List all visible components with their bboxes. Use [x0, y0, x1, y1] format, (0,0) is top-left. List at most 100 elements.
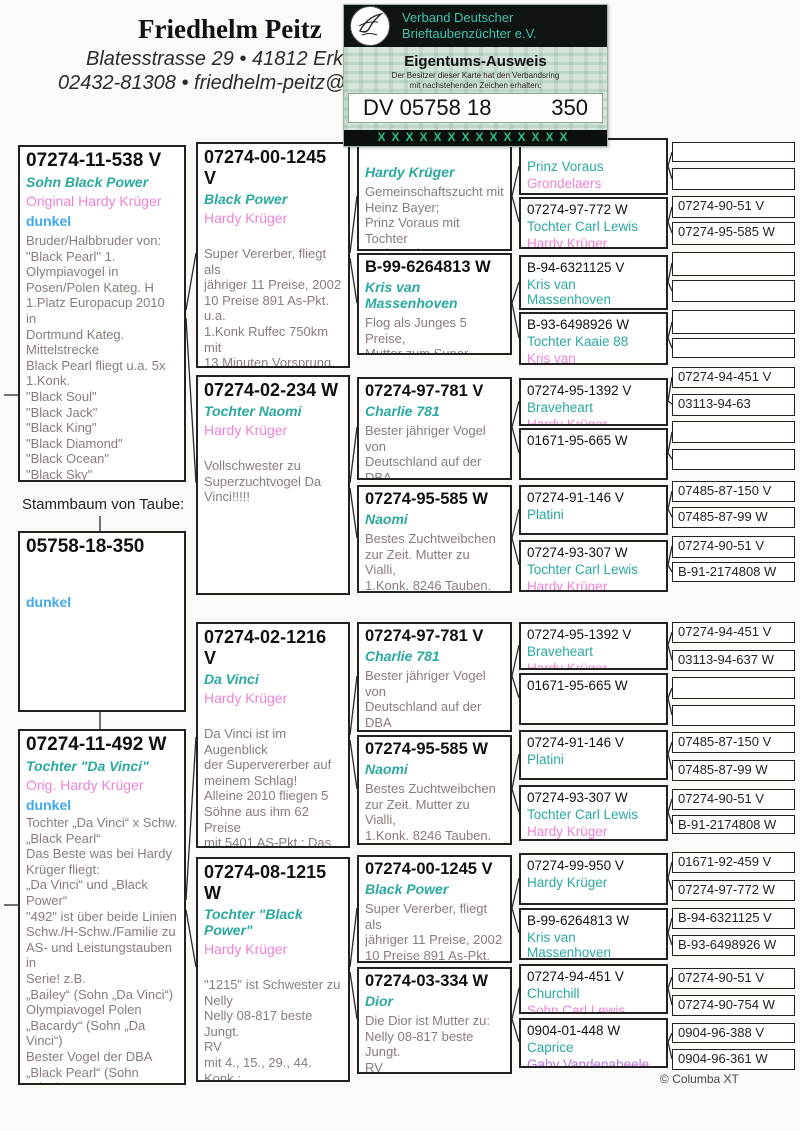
ring-number: 07274-95-1392 V	[527, 627, 632, 642]
pigeon-name: Tochter Carl Lewis	[527, 807, 639, 822]
owner-name: Friedhelm Peitz	[138, 14, 322, 44]
software-credit: © Columba XT	[660, 1072, 739, 1086]
pedigree-box-great-grandparent: 07274-03-334 W Dior Die Dior ist Mutter …	[357, 967, 512, 1074]
notes-text: Tochter „Da Vinci“ x Schw. „Black Pearl“…	[26, 815, 178, 1083]
pigeon-name: Platini	[527, 507, 564, 522]
pigeon-name: Kris van Massenhoven	[365, 279, 458, 311]
badge-org-line2: Brieftaubenzüchter e.V.	[402, 26, 537, 41]
ring-box: 07274-95-585 W	[672, 222, 795, 245]
breeder-name: Gaby Vandenabeele	[527, 1057, 650, 1068]
notes-text: Da Vinci ist im Augenblick der Supervere…	[204, 726, 332, 848]
ring-number: 07274-02-234 W	[204, 380, 339, 400]
notes-text: Super Vererber, fliegt als jähriger 11 P…	[204, 246, 342, 368]
pedigree-box-gg-grandparent: B-94-6321125 V Kris van Massenhoven	[519, 255, 668, 310]
badge-title: Eigentums-Ausweis	[404, 53, 547, 70]
pedigree-box-father: 07274-11-538 V Sohn Black Power Original…	[18, 145, 186, 482]
notes-text: Bruder/Halbbruder von: "Black Pearl" 1. …	[26, 233, 166, 482]
pedigree-box-gg-grandparent: Prinz Voraus Grondelaers	[519, 138, 668, 195]
ring-box	[672, 677, 795, 699]
pedigree-box-gg-grandparent: 07274-94-451 V Churchill Sohn Carl Lewis	[519, 964, 668, 1014]
pigeon-name: Tochter Naomi	[204, 403, 302, 419]
ring-number: 07274-11-492 W	[26, 734, 167, 755]
pedigree-box-great-grandparent: 07274-97-781 V Charlie 781 Bester jährig…	[357, 377, 512, 480]
breeder-name: Hardy Krüger	[527, 236, 608, 249]
ring-box: 07274-97-772 W	[672, 880, 795, 901]
ring-number: 07274-97-781 V	[365, 627, 484, 645]
pigeon-name: Hardy Krüger	[365, 164, 455, 180]
ring-number: 07274-97-781 V	[365, 382, 484, 400]
notes-text: Vollschwester zu Superzuchtvogel Da Vinc…	[204, 458, 322, 505]
ring-number: B-93-6498926 W	[527, 317, 630, 332]
pedigree-box-gg-grandparent: B-93-6498926 W Tochter Kaaie 88 Kris van…	[519, 312, 668, 365]
owner-address: Blatesstrasse 29 • 41812 Erkelenz	[86, 48, 344, 70]
pigeon-name: Kris van Massenhoven	[527, 930, 612, 960]
owner-contact: 02432-81308 • friedhelm-peitz@t-onlin	[58, 72, 344, 94]
pigeon-name: Naomi	[365, 511, 408, 527]
ring-box: 07274-90-754 W	[672, 995, 795, 1016]
ring-box: 0904-96-388 V	[672, 1023, 795, 1043]
breeder-name: Orig. Hardy Krüger	[26, 777, 144, 793]
ring-box: 07485-87-150 V	[672, 481, 795, 502]
pigeon-name: Black Power	[365, 881, 449, 897]
badge-subtitle-line2: mit nachstehenden Zeichen erhalten:	[409, 80, 542, 90]
pedigree-box-gg-grandparent: B-99-6264813 W Kris van Massenhoven	[519, 908, 668, 960]
pigeon-name: Tochter Carl Lewis	[527, 562, 639, 577]
badge-pattern-band: XXXXXXXXXXXXXX	[344, 130, 607, 146]
ring-box	[672, 705, 795, 726]
pigeon-name: Dior	[365, 993, 393, 1009]
ring-box	[672, 310, 795, 334]
ring-number: 07274-02-1216 V	[204, 627, 327, 668]
pedigree-box-gg-grandparent: 07274-91-146 V Platini	[519, 485, 668, 535]
ring-number: B-99-6264813 W	[365, 258, 491, 276]
color-label: dunkel	[26, 797, 72, 813]
ring-number: 07274-97-772 W	[527, 202, 628, 217]
ring-number: 07274-95-585 W	[365, 740, 488, 758]
breeder-name: Hardy Krüger	[527, 579, 608, 592]
notes-text: Flog als Junges 5 Preise, Mutter zum Sup…	[365, 315, 473, 355]
pedigree-box-grandparent: 07274-02-234 W Tochter Naomi Hardy Krüge…	[196, 375, 350, 595]
pedigree-box-gg-grandparent: 07274-93-307 W Tochter Carl Lewis Hardy …	[519, 540, 668, 592]
ring-number: 07274-95-585 W	[365, 490, 488, 508]
pedigree-box-mother: 07274-11-492 W Tochter "Da Vinci" Orig. …	[18, 729, 186, 1085]
ring-number: 07274-08-1215 W	[204, 862, 327, 903]
breeder-name: Grondelaers	[527, 176, 602, 191]
ring-box: B-93-6498926 W	[672, 935, 795, 956]
pedigree-box-grandparent: 07274-02-1216 V Da Vinci Hardy Krüger Da…	[196, 622, 350, 848]
ring-box: 03113-94-637 W	[672, 650, 795, 671]
pigeon-name: Charlie 781	[365, 648, 440, 664]
ring-box	[672, 280, 795, 302]
pigeon-name: Braveheart	[527, 400, 594, 415]
ring-box: 07274-94-451 V	[672, 367, 795, 388]
pigeon-name: Platini	[527, 752, 564, 767]
pedigree-box-great-grandparent: B-99-6264813 W Kris van Massenhoven Flog…	[357, 253, 512, 355]
ring-number: 07274-91-146 V	[527, 490, 624, 505]
pigeon-name: Prinz Voraus	[527, 159, 604, 174]
ring-box: 07485-87-150 V	[672, 732, 795, 753]
ring-number: 0904-01-448 W	[527, 1023, 621, 1038]
ring-box	[672, 252, 795, 276]
badge-ring-number: DV 05758 18 350	[348, 93, 603, 123]
ring-number: 07274-94-451 V	[527, 969, 624, 984]
pigeon-name: Tochter Kaaie 88	[527, 334, 629, 349]
color-label: dunkel	[26, 594, 72, 610]
pedigree-box-gg-grandparent: 07274-99-950 V Hardy Krüger	[519, 853, 668, 905]
pedigree-box-great-grandparent: 07274-95-585 W Naomi Bestes Zuchtweibche…	[357, 735, 512, 845]
notes-text: Bester jähriger Vogel von Deutschland au…	[365, 423, 486, 480]
badge-ring-right: 350	[551, 95, 588, 120]
ring-number: 07274-91-146 V	[527, 735, 624, 750]
notes-text: Gemeinschaftszucht mit Heinz Bayer; Prin…	[365, 184, 504, 249]
pedigree-box-gg-grandparent: 01671-95-665 W	[519, 673, 668, 725]
ring-box: B-91-2174808 W	[672, 815, 795, 834]
pedigree-box-great-grandparent: Hardy Krüger Gemeinschaftszucht mit Hein…	[357, 143, 512, 251]
ring-box	[672, 449, 795, 470]
notes-text: Bestes Zuchtweibchen zur Zeit. Mutter zu…	[365, 531, 496, 593]
pedigree-box-gg-grandparent: 07274-91-146 V Platini	[519, 730, 668, 780]
badge-ring-left: DV 05758 18	[363, 95, 492, 120]
pedigree-box-grandparent: 07274-08-1215 W Tochter "Black Power" Ha…	[196, 857, 350, 1082]
ring-box: 03113-94-63	[672, 394, 795, 416]
breeder-name: Hardy Krüger	[204, 941, 288, 957]
ring-number: 07274-99-950 V	[527, 858, 624, 873]
pedigree-box-great-grandparent: 07274-95-585 W Naomi Bestes Zuchtweibche…	[357, 485, 512, 593]
ring-number: 07274-11-538 V	[26, 150, 162, 171]
pigeon-name: Da Vinci	[204, 671, 259, 687]
